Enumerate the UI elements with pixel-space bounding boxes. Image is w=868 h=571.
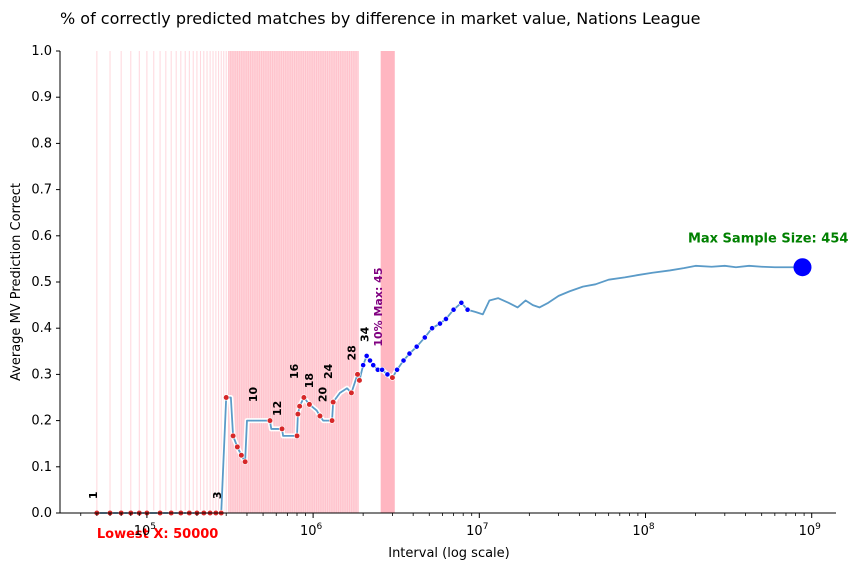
y-tick-label: 0.0	[31, 506, 52, 521]
red-point-marker	[296, 403, 303, 410]
sample-count-label: 28	[346, 345, 359, 360]
red-point-marker	[316, 412, 324, 420]
sample-count-label: 18	[303, 373, 316, 388]
series-point	[464, 306, 471, 313]
red-point-marker	[356, 377, 363, 384]
solid-shading-band	[380, 51, 395, 513]
series-point	[379, 366, 385, 373]
series-line-halo	[96, 263, 800, 516]
red-point-marker	[294, 411, 301, 418]
y-tick-label: 0.9	[31, 90, 52, 105]
series-point	[363, 353, 370, 359]
sample-count-label: 12	[271, 401, 284, 416]
series-point	[413, 343, 420, 350]
max-sample-point	[793, 258, 812, 277]
y-axis-label: Average MV Prediction Correct	[9, 183, 24, 381]
x-tick-base: 10	[632, 524, 649, 539]
series-point	[400, 357, 407, 364]
x-tick-base: 10	[799, 524, 816, 539]
series-point	[450, 306, 457, 313]
red-point-marker	[348, 389, 355, 396]
sample-count-label: 10	[247, 386, 260, 402]
red-point-marker	[229, 432, 237, 439]
red-point-marker	[354, 371, 361, 378]
series-point	[370, 362, 377, 369]
sample-count-label: 24	[322, 363, 335, 379]
y-tick-label: 0.1	[31, 460, 52, 475]
series-point	[360, 362, 367, 369]
y-tick-label: 1.0	[31, 44, 52, 59]
series-point	[367, 357, 373, 364]
y-tick-label: 0.2	[31, 414, 52, 429]
x-tick-exponent: 5	[150, 522, 156, 532]
red-point-marker	[234, 443, 241, 451]
line-layer	[96, 263, 800, 516]
sample-count-label: 1	[87, 491, 100, 499]
y-tick-label: 0.5	[31, 275, 52, 290]
y-tick-label: 0.4	[31, 321, 52, 336]
x-tick-base: 10	[466, 524, 483, 539]
sample-count-label: 3	[211, 491, 224, 499]
red-point-marker	[328, 417, 336, 424]
series-point	[443, 316, 449, 322]
y-tick-label: 0.3	[31, 367, 52, 382]
x-tick-exponent: 9	[815, 522, 821, 532]
red-point-marker	[278, 425, 286, 433]
max-sample-size-label: Max Sample Size: 454	[688, 232, 848, 247]
x-tick-label: 107	[466, 522, 488, 539]
chart-title: % of correctly predicted matches by diff…	[60, 9, 700, 28]
red-point-marker	[293, 432, 301, 439]
red-point-marker	[238, 452, 245, 459]
red-point-marker	[223, 394, 230, 401]
y-tick-label: 0.7	[31, 183, 52, 198]
series-point	[406, 350, 413, 357]
sample-count-label: 34	[358, 326, 371, 342]
red-point-marker	[266, 417, 274, 424]
x-axis-label: Interval (log scale)	[388, 546, 510, 561]
red-point-marker	[300, 394, 307, 401]
red-point-marker	[306, 401, 313, 408]
x-tick-exponent: 7	[483, 522, 489, 532]
series-point	[437, 320, 443, 327]
ten-percent-max-label: 10% Max: 45	[372, 268, 385, 347]
series-line	[96, 264, 800, 514]
x-tick-base: 10	[134, 524, 151, 539]
sample-count-label: 20	[316, 386, 329, 402]
red-point-marker	[389, 374, 396, 381]
red-point-marker	[330, 399, 337, 406]
x-tick-base: 10	[300, 524, 317, 539]
marker-layer	[93, 258, 812, 517]
series-point	[421, 334, 428, 341]
y-tick-label: 0.6	[31, 229, 52, 244]
series-point	[384, 371, 391, 378]
series-point	[394, 366, 400, 373]
x-tick-exponent: 6	[317, 522, 323, 532]
x-tick-exponent: 8	[649, 522, 655, 532]
x-tick-label: 108	[632, 522, 655, 539]
series-point	[458, 299, 465, 306]
series-point	[429, 325, 436, 332]
red-point-marker	[242, 458, 249, 465]
x-tick-label: 105	[134, 522, 156, 539]
x-tick-label: 109	[799, 522, 822, 539]
lowest-x-label: Lowest X: 50000	[97, 527, 219, 542]
x-tick-label: 106	[300, 522, 323, 539]
sample-count-label: 16	[288, 363, 301, 379]
y-tick-label: 0.8	[31, 136, 52, 151]
